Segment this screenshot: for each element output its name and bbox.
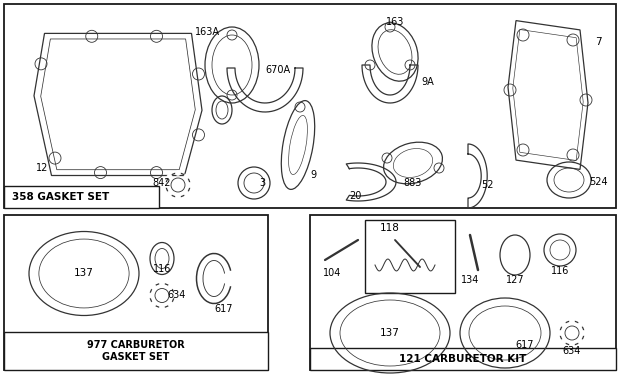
Text: 670A: 670A (265, 65, 291, 75)
Text: 634: 634 (167, 291, 185, 300)
Circle shape (184, 191, 189, 196)
Circle shape (168, 301, 173, 306)
Circle shape (557, 331, 562, 335)
Text: 9A: 9A (422, 77, 435, 87)
Circle shape (561, 322, 566, 327)
Bar (4, 186, 159, 208)
Text: 12: 12 (36, 163, 48, 173)
Text: 617: 617 (215, 303, 233, 313)
Text: 121 CARBURETOR KIT: 121 CARBURETOR KIT (399, 354, 526, 364)
Circle shape (570, 319, 575, 324)
Text: 617: 617 (516, 340, 534, 350)
Text: 7: 7 (595, 37, 601, 47)
Text: 634: 634 (563, 346, 581, 356)
Circle shape (167, 174, 172, 179)
Bar (4, 332, 268, 370)
Bar (4, 215, 268, 370)
Text: 137: 137 (74, 269, 94, 279)
Text: 977 CARBURETOR
GASKET SET: 977 CARBURETOR GASKET SET (87, 340, 185, 362)
Circle shape (164, 183, 169, 187)
Circle shape (168, 285, 173, 289)
Circle shape (151, 301, 156, 306)
Text: 118: 118 (380, 223, 400, 233)
Circle shape (175, 194, 180, 199)
Bar (310, 348, 616, 370)
Text: 116: 116 (153, 264, 171, 273)
Text: 163: 163 (386, 17, 404, 27)
Circle shape (175, 171, 180, 175)
Text: 104: 104 (323, 268, 341, 278)
Circle shape (159, 305, 164, 310)
Text: 3: 3 (259, 178, 265, 188)
Text: 9: 9 (310, 170, 316, 180)
Text: 127: 127 (506, 275, 525, 285)
Text: 524: 524 (588, 177, 608, 187)
Bar (310, 215, 616, 370)
Circle shape (578, 339, 583, 344)
Circle shape (578, 322, 583, 327)
Bar (4, 4, 616, 208)
Text: 163A: 163A (195, 27, 219, 37)
Circle shape (184, 174, 189, 179)
Text: 116: 116 (551, 266, 569, 276)
Text: 842: 842 (153, 178, 171, 188)
Circle shape (172, 293, 177, 298)
Circle shape (582, 331, 587, 335)
Circle shape (148, 293, 153, 298)
Text: 358 GASKET SET: 358 GASKET SET (12, 192, 109, 202)
Text: 52: 52 (480, 180, 494, 190)
Circle shape (159, 281, 164, 286)
Circle shape (570, 343, 575, 347)
Bar (365, 220, 455, 293)
Text: 137: 137 (380, 328, 400, 338)
Text: 20: 20 (349, 191, 361, 201)
Circle shape (151, 285, 156, 289)
Text: 134: 134 (461, 275, 479, 285)
Circle shape (187, 183, 192, 187)
Circle shape (561, 339, 566, 344)
Circle shape (167, 191, 172, 196)
Text: 883: 883 (404, 178, 422, 188)
